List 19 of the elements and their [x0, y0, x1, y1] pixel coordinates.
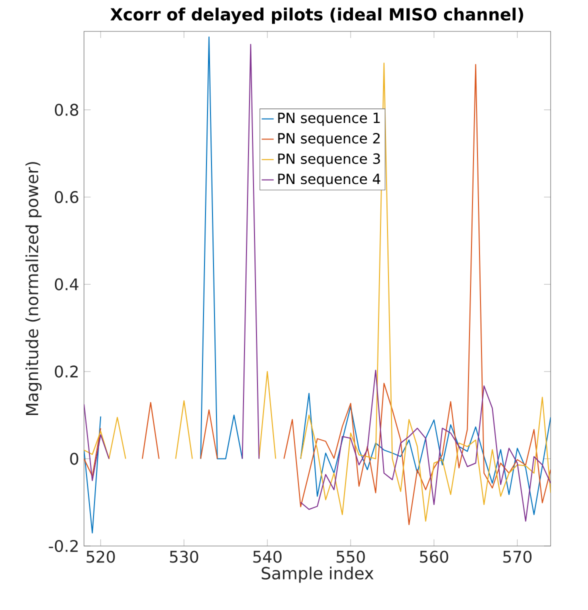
x-tick-label: 540	[253, 550, 282, 563]
x-tick-label: 520	[86, 550, 115, 563]
y-tick-label: 0.6	[54, 191, 78, 204]
chart-title: Xcorr of delayed pilots (ideal MISO channel)	[110, 8, 524, 24]
x-tick-label: 560	[420, 550, 448, 563]
x-axis-title: Sample index	[262, 566, 374, 583]
y-tick-label: 0.4	[54, 278, 78, 290]
x-tick-label: 530	[170, 550, 198, 563]
y-tick-label: 0.2	[54, 365, 78, 378]
y-axis-title: Magnitude (normalized power)	[25, 162, 42, 416]
y-tick-label: -0.2	[48, 540, 78, 552]
legend-label: PN sequence 2	[278, 133, 380, 146]
legend-label: PN sequence 3	[278, 153, 380, 167]
x-tick-label: 550	[336, 550, 365, 563]
x-tick-label: 570	[503, 550, 532, 563]
legend-label: PN sequence 4	[278, 174, 380, 187]
y-tick-label: 0.8	[54, 104, 78, 116]
y-tick-label: 0	[70, 452, 78, 465]
legend-label: PN sequence 1	[278, 112, 380, 126]
